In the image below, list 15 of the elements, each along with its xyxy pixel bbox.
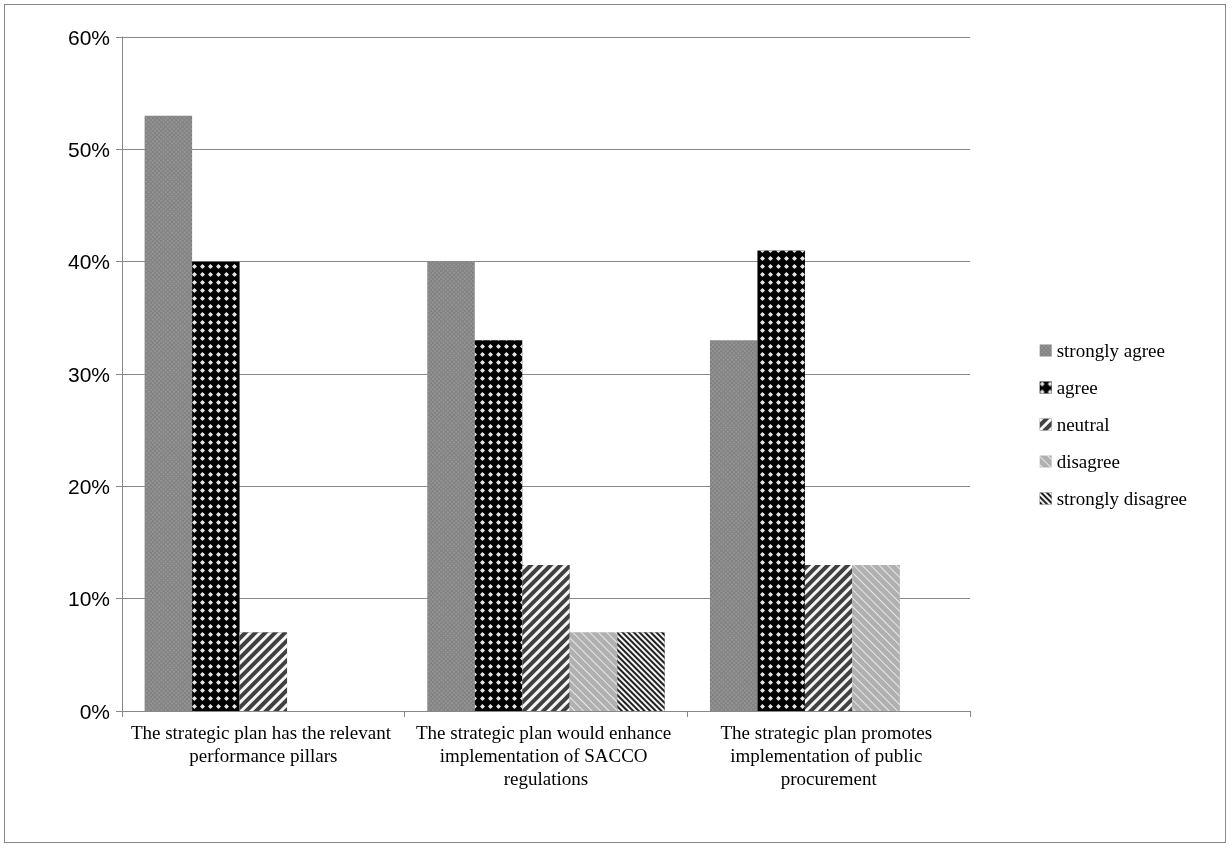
legend-label: agree (1056, 377, 1098, 398)
y-tick-label: 30% (67, 362, 110, 386)
y-tick-label: 0% (79, 699, 110, 723)
x-tick-label: The strategic plan has the relevant performance pillars (130, 722, 396, 766)
y-tick-label: 10% (67, 587, 110, 611)
legend-label: strongly agree (1056, 340, 1165, 361)
y-tick-label: 40% (67, 250, 110, 274)
legend-label: neutral (1056, 414, 1110, 435)
y-tick-label: 50% (67, 137, 110, 161)
y-tick-label: 20% (67, 474, 110, 498)
y-tick-label: 60% (67, 25, 110, 49)
x-tick-label: The strategic plan would enhance implementation of SACCO regulations (415, 722, 677, 789)
legend-label: strongly disagree (1056, 488, 1187, 509)
legend-label: disagree (1056, 451, 1120, 472)
x-tick-label: The strategic plan promotes implementation of public procurement (720, 722, 937, 789)
